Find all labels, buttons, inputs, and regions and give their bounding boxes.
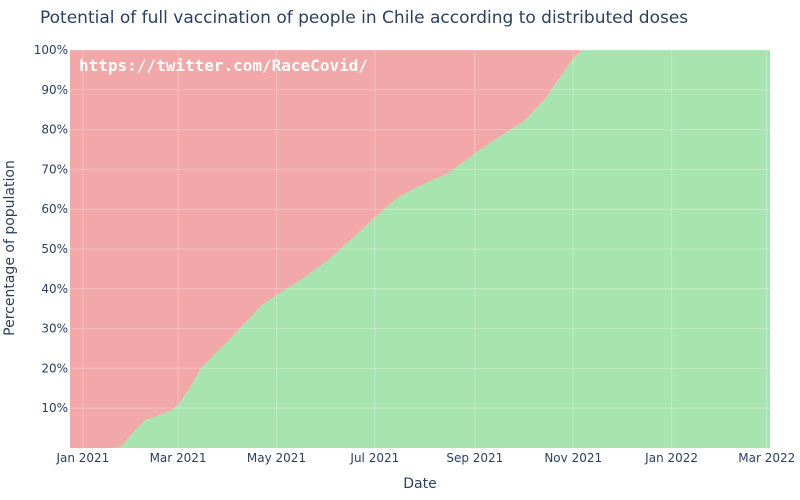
- x-tick-label: May 2021: [247, 451, 306, 465]
- y-tick-label: 100%: [34, 43, 68, 57]
- y-axis-title: Percentage of population: [2, 160, 18, 336]
- y-tick-labels: 10% 20% 30% 40% 50% 60% 70% 80% 90% 100%: [34, 43, 68, 415]
- watermark-text: https://twitter.com/RaceCovid/: [79, 56, 368, 75]
- vaccinated-area: [70, 50, 770, 448]
- y-tick-label: 70%: [41, 162, 68, 176]
- x-tick-label: Mar 2022: [738, 451, 795, 465]
- y-tick-label: 30%: [41, 322, 68, 336]
- y-tick-label: 80%: [41, 123, 68, 137]
- y-tick-label: 40%: [41, 282, 68, 296]
- y-tick-label: 10%: [41, 401, 68, 415]
- x-tick-label: Nov 2021: [544, 451, 602, 465]
- x-tick-label: Jul 2021: [349, 451, 399, 465]
- y-tick-label: 60%: [41, 202, 68, 216]
- x-tick-label: Sep 2021: [446, 451, 503, 465]
- y-tick-label: 50%: [41, 242, 68, 256]
- x-tick-labels: Jan 2021 Mar 2021 May 2021 Jul 2021 Sep 2021…: [55, 451, 795, 465]
- gridlines: [70, 49, 770, 448]
- x-tick-label: Jan 2022: [644, 451, 698, 465]
- x-axis-title: Date: [403, 476, 437, 492]
- x-tick-label: Mar 2021: [150, 451, 207, 465]
- x-tick-label: Jan 2021: [55, 451, 109, 465]
- y-tick-label: 90%: [41, 83, 68, 97]
- chart-title: Potential of full vaccination of people …: [40, 8, 689, 28]
- y-tick-label: 20%: [41, 361, 68, 375]
- vaccinated-area-layer: [70, 50, 770, 448]
